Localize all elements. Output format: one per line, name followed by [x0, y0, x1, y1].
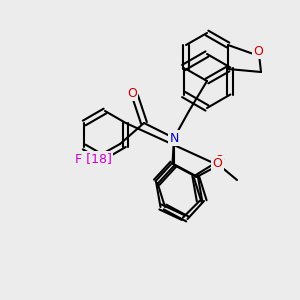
Text: N: N	[169, 131, 179, 145]
Text: O: O	[214, 154, 224, 167]
Text: O: O	[253, 44, 263, 58]
Text: O: O	[213, 157, 222, 170]
Text: F [18]: F [18]	[75, 152, 111, 166]
Text: O: O	[127, 86, 137, 100]
